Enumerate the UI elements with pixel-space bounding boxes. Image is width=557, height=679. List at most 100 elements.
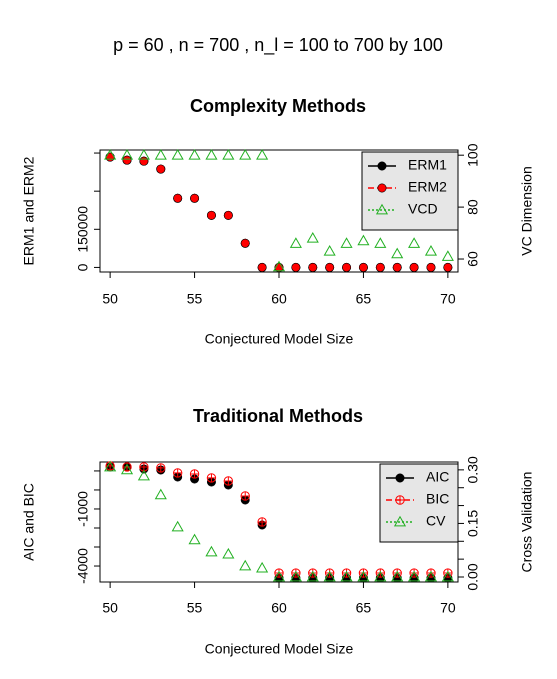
legend-label: AIC (426, 469, 449, 485)
x-tick-label: 70 (440, 291, 456, 307)
point (223, 210, 233, 220)
y-tick-label: 60 (465, 251, 481, 267)
point (272, 570, 286, 582)
point (240, 491, 250, 501)
point-cross (342, 568, 351, 578)
point (395, 495, 405, 505)
point (306, 570, 319, 582)
point (156, 463, 166, 473)
point-cross (395, 495, 405, 505)
point (409, 568, 419, 578)
point (222, 547, 235, 559)
y-tick-label: 0.00 (465, 563, 481, 590)
point (306, 232, 319, 243)
point (171, 148, 184, 160)
legend-label: BIC (426, 491, 449, 507)
point (392, 262, 402, 272)
point (189, 469, 200, 479)
x-tick-label: 65 (356, 291, 372, 307)
point (377, 183, 387, 193)
point (392, 568, 402, 578)
point (223, 476, 234, 486)
point (256, 561, 269, 573)
point-cross (291, 568, 301, 578)
point (424, 570, 438, 582)
point (257, 517, 267, 527)
point (190, 193, 200, 203)
x-tick-label: 65 (356, 600, 372, 616)
y2-axis-label: VC Dimension (519, 166, 535, 255)
point-cross (156, 463, 165, 473)
legend-label: VCD (408, 201, 438, 217)
point (154, 488, 167, 500)
x-axis-label: Conjectured Model Size (205, 331, 354, 347)
point (308, 568, 318, 578)
point (171, 520, 184, 532)
point (391, 247, 404, 259)
point-cross (207, 473, 216, 483)
y-tick-label: 0.15 (465, 510, 481, 537)
point-cross (224, 476, 233, 486)
point (256, 148, 269, 160)
point-cross (308, 568, 317, 578)
point (441, 570, 454, 582)
legend: ERM1 ERM2 VCD (361, 151, 459, 231)
point (188, 533, 201, 545)
x-axis-label: Conjectured Model Size (205, 641, 354, 657)
x-tick-label: 55 (187, 291, 203, 307)
point-cross (443, 568, 453, 578)
y-axis-label: AIC and BIC (21, 483, 37, 561)
x-tick-label: 50 (102, 291, 118, 307)
point (391, 570, 404, 582)
point (443, 262, 453, 272)
point (409, 262, 419, 272)
point (156, 164, 166, 174)
point (393, 515, 407, 527)
point (323, 570, 336, 582)
point (154, 148, 167, 160)
point-cross (376, 568, 385, 578)
point (206, 473, 217, 483)
x-tick-label: 70 (440, 600, 456, 616)
point (139, 156, 149, 166)
point (377, 161, 387, 171)
point (291, 262, 301, 272)
point (137, 148, 150, 160)
point (357, 234, 370, 246)
point (308, 262, 318, 272)
point (426, 262, 436, 272)
y-tick-label: 0.30 (465, 456, 481, 483)
x-tick-label: 60 (271, 600, 287, 616)
point (172, 468, 183, 478)
y-tick-label: 0 (75, 263, 91, 271)
point (104, 460, 117, 472)
point (441, 250, 454, 261)
point (375, 262, 385, 272)
point (340, 237, 353, 248)
point-cross (409, 568, 419, 578)
point-cross (257, 517, 267, 527)
point-cross (393, 568, 402, 578)
y-tick-label: 150000 (75, 206, 91, 253)
point-cross (359, 568, 368, 578)
point-cross (173, 468, 182, 478)
point (358, 262, 368, 272)
point (205, 148, 218, 160)
point (374, 570, 387, 582)
point (426, 568, 436, 578)
x-tick-label: 50 (102, 600, 118, 616)
y-axis-label: ERM1 and ERM2 (21, 156, 37, 265)
point (358, 568, 369, 578)
y2-axis-label: Cross Validation (519, 472, 535, 573)
point (137, 469, 150, 481)
point (104, 148, 117, 160)
point (408, 237, 421, 248)
point-cross (426, 568, 436, 578)
figure-title: p = 60 , n = 700 , n_l = 100 to 700 by 1… (113, 35, 443, 56)
point (424, 245, 438, 256)
point (408, 570, 421, 582)
point (289, 237, 302, 248)
point (324, 568, 335, 578)
